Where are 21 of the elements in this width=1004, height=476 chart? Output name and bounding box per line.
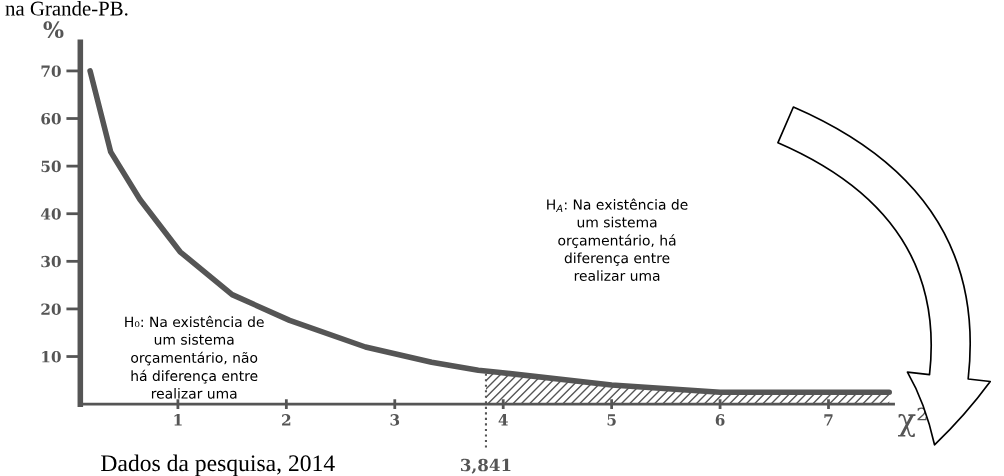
x-tick-label: 7: [824, 414, 833, 426]
ref-line-label: 3,841: [461, 458, 511, 474]
x-tick-label: 3: [390, 414, 400, 426]
y-tick-label: 30: [41, 255, 61, 268]
annotation: H$_{A}$: Na existência de um sistema orçamentário, há diferença entre realizar uma: [547, 198, 688, 281]
text: Dados da pesquisa, 2014: [101, 454, 335, 476]
y-tick-label: 10: [42, 350, 61, 363]
annotation: H₀: Na existência de um sistema orçamentário, não há diferença entre realizar uma: [125, 315, 264, 399]
x-tick-label: 4: [498, 414, 508, 426]
y-tick-label: 70: [41, 65, 61, 77]
y-axis-title: %: [43, 21, 64, 39]
x-tick-label: 1: [174, 414, 182, 426]
y-tick-label: 20: [41, 303, 61, 315]
x-tick-label: 5: [607, 414, 616, 426]
y-tick-label: 50: [41, 160, 61, 173]
text: na Grande-PB.: [5, 0, 128, 16]
y-tick-label: 40: [40, 208, 61, 220]
x-tick-label: 2: [282, 414, 291, 426]
x-tick-label: 6: [715, 414, 725, 426]
y-tick-label: 60: [41, 112, 61, 125]
x-axis-title: χ²: [898, 407, 927, 437]
